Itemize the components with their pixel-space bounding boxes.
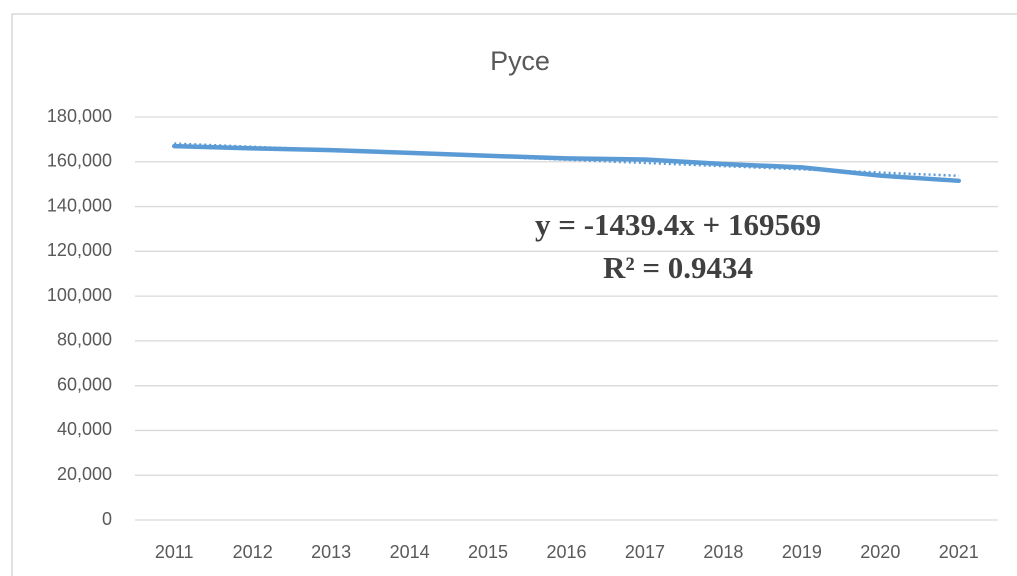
y-tick-label: 180,000 xyxy=(47,106,112,126)
x-tick-label: 2020 xyxy=(860,542,900,562)
y-tick-label: 80,000 xyxy=(57,330,112,350)
x-tick-label: 2019 xyxy=(782,542,822,562)
x-tick-label: 2017 xyxy=(625,542,665,562)
chart-title: Русе xyxy=(490,46,550,76)
y-tick-label: 40,000 xyxy=(57,419,112,439)
y-tick-label: 20,000 xyxy=(57,464,112,484)
x-tick-label: 2016 xyxy=(546,542,586,562)
trendline-r2: R² = 0.9434 xyxy=(603,250,753,285)
y-tick-label: 160,000 xyxy=(47,151,112,171)
x-tick-label: 2015 xyxy=(468,542,508,562)
x-tick-label: 2011 xyxy=(155,542,194,562)
trendline-equation: y = -1439.4x + 169569 xyxy=(535,207,821,242)
x-tick-label: 2018 xyxy=(703,542,743,562)
chart-border xyxy=(11,13,1017,576)
y-tick-label: 0 xyxy=(102,509,112,529)
trendline xyxy=(174,142,959,178)
y-tick-label: 100,000 xyxy=(47,285,112,305)
x-tick-label: 2013 xyxy=(311,542,351,562)
y-tick-label: 120,000 xyxy=(47,240,112,260)
y-tick-label: 140,000 xyxy=(47,195,112,215)
x-tick-label: 2012 xyxy=(233,542,273,562)
x-tick-label: 2021 xyxy=(939,542,979,562)
x-tick-label: 2014 xyxy=(390,542,430,562)
y-tick-label: 60,000 xyxy=(57,374,112,394)
